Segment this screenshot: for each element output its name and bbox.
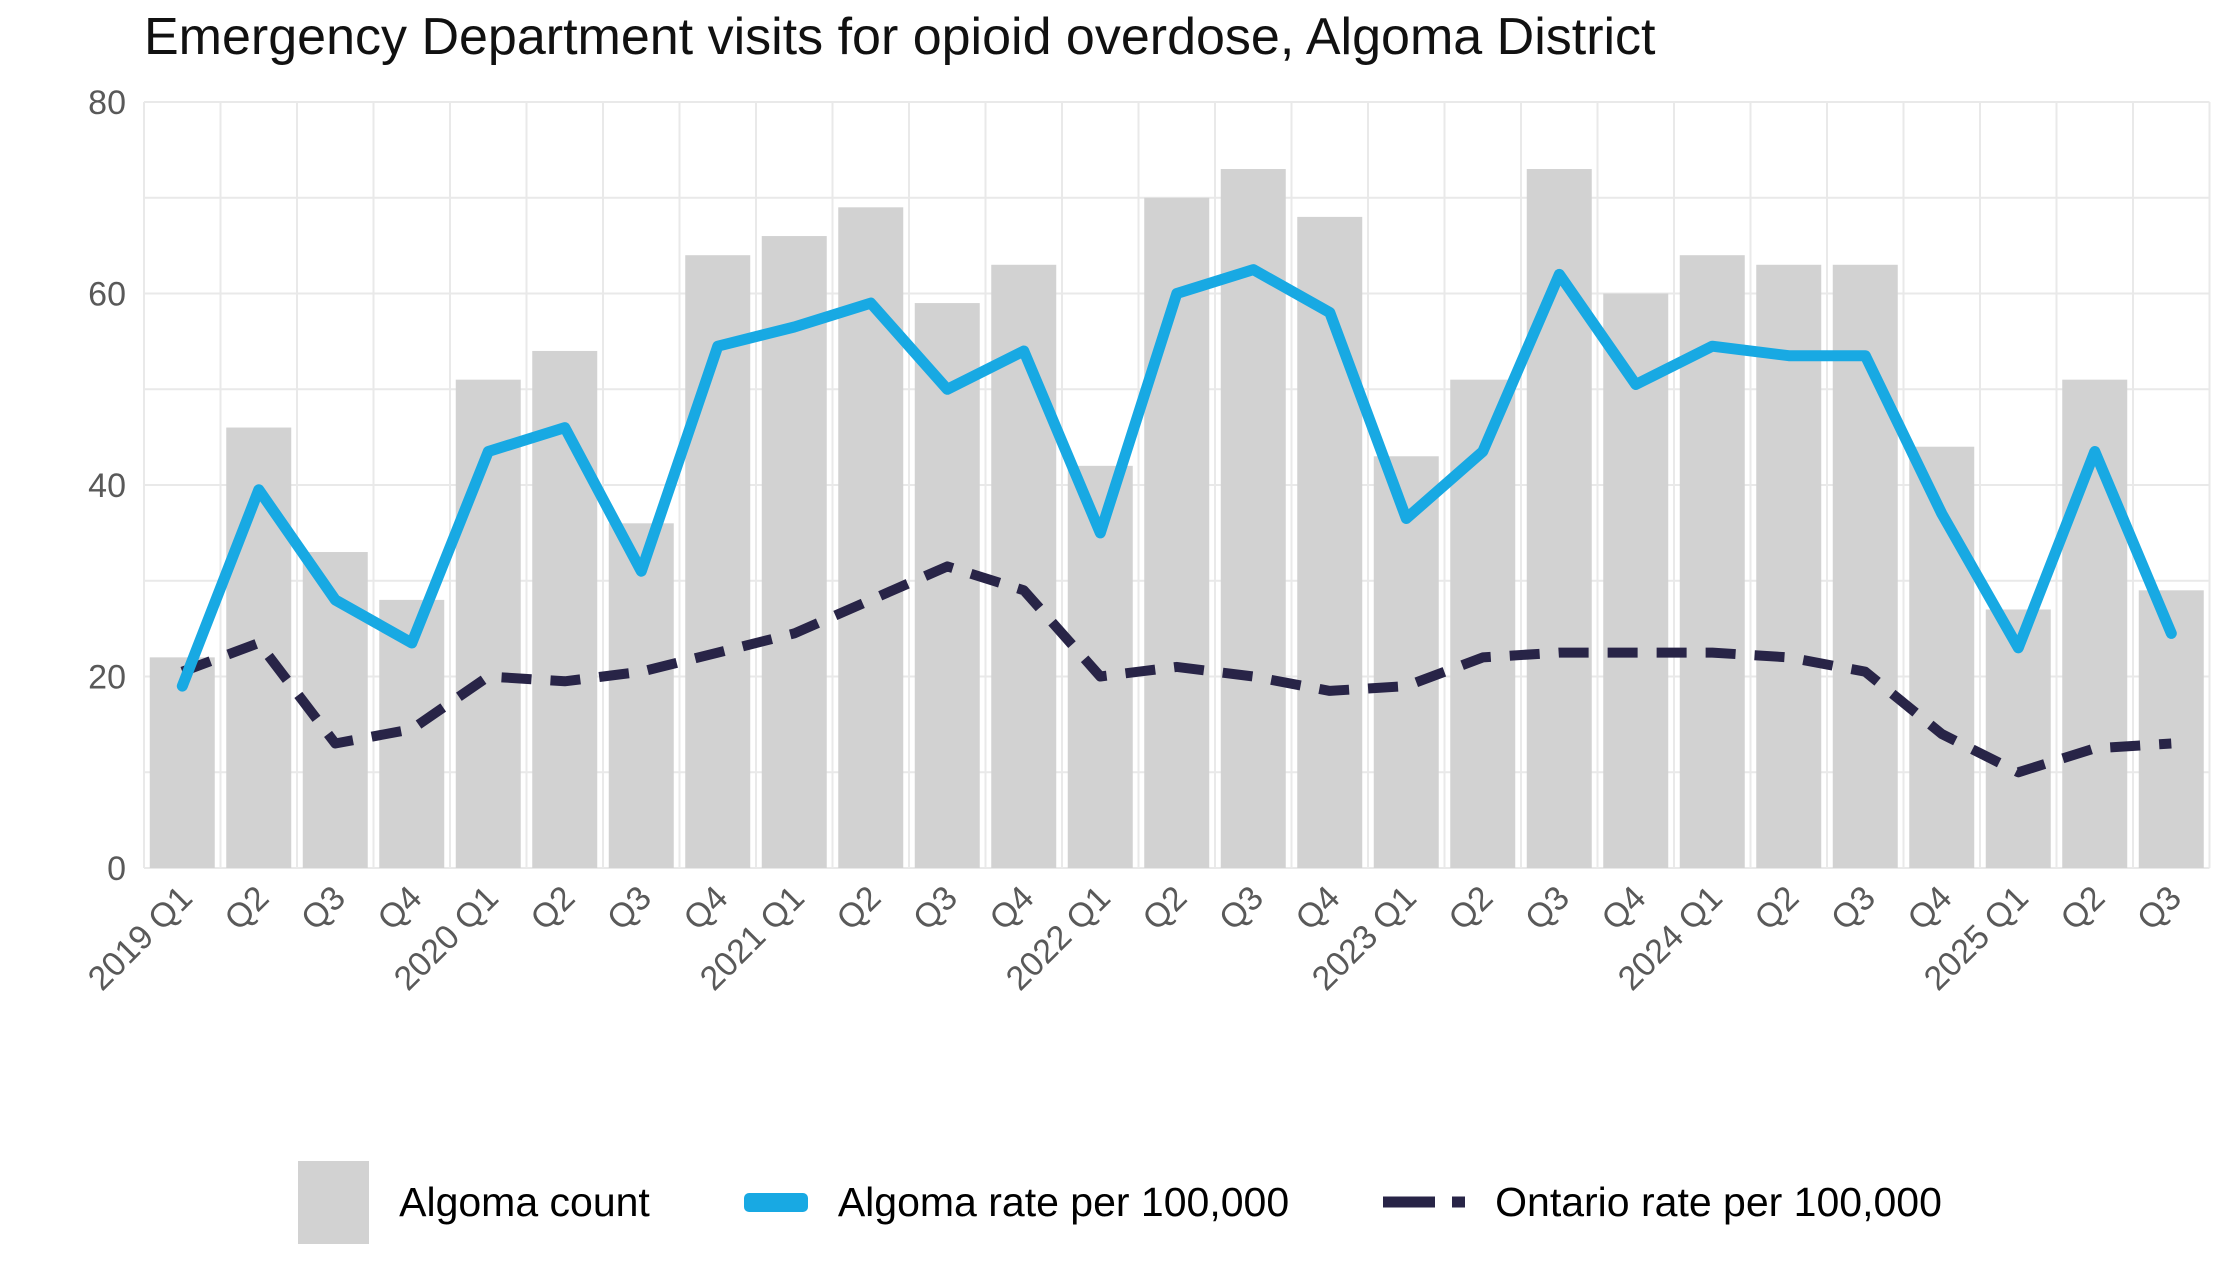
x-tick-label: Q3 [1824,879,1883,938]
x-tick-label: Q3 [1518,879,1577,938]
legend-label: Algoma rate per 100,000 [837,1178,1290,1225]
x-tick-label: Q4 [1594,879,1653,938]
legend-label: Ontario rate per 100,000 [1495,1178,1942,1225]
chart-title: Emergency Department visits for opioid o… [144,8,1656,66]
x-tick-label: Q2 [523,879,582,938]
x-tick-label: Q2 [217,879,276,938]
y-tick-label: 60 [88,276,126,314]
x-tick-label: Q3 [600,879,659,938]
x-tick-label: Q3 [1212,879,1271,938]
bar-Q2 [838,207,904,868]
y-tick-label: 40 [88,467,126,505]
x-tick-label: 2019 Q1 [81,879,200,998]
legend-label: Algoma count [399,1178,650,1225]
x-tick-label: Q3 [294,879,353,938]
legend-item-algoma-count: Algoma count [298,1160,650,1244]
y-tick-label: 80 [88,84,126,122]
bar-Q2 [1450,379,1516,868]
y-tick-label: 20 [88,659,126,697]
y-tick-label: 0 [107,850,126,888]
bar-2023-Q1 [1373,456,1439,868]
x-tick-label: Q2 [2053,879,2112,938]
ontario-rate-swatch-icon [1383,1196,1466,1208]
bar-Q3 [914,303,980,868]
x-tick-label: Q3 [906,879,965,938]
x-tick-label: Q2 [1747,879,1806,938]
x-tick-label: Q4 [370,879,429,938]
algoma-count-swatch-icon [298,1160,370,1244]
x-tick-label: Q4 [982,879,1041,938]
bar-Q2 [1756,264,1822,868]
x-tick-label: Q4 [676,879,735,938]
legend: Algoma count Algoma rate per 100,000 Ont… [0,1152,2240,1252]
ontario-rate-line [180,561,2172,778]
x-tick-label: Q3 [2130,879,2189,938]
bar-2021-Q1 [761,236,827,869]
legend-item-ontario-rate: Ontario rate per 100,000 [1383,1179,1942,1226]
x-tick-label: Q4 [1288,879,1347,938]
algoma-rate-line [176,264,2177,692]
bar-Q3 [608,523,674,868]
x-tick-label: Q2 [829,879,888,938]
x-tick-label: Q2 [1135,879,1194,938]
x-tick-label: Q4 [1900,879,1959,938]
bar-2019-Q1 [149,657,215,868]
algoma-rate-swatch-icon [743,1192,808,1212]
legend-item-algoma-rate: Algoma rate per 100,000 [743,1178,1290,1226]
x-tick-label: Q2 [1441,879,1500,938]
